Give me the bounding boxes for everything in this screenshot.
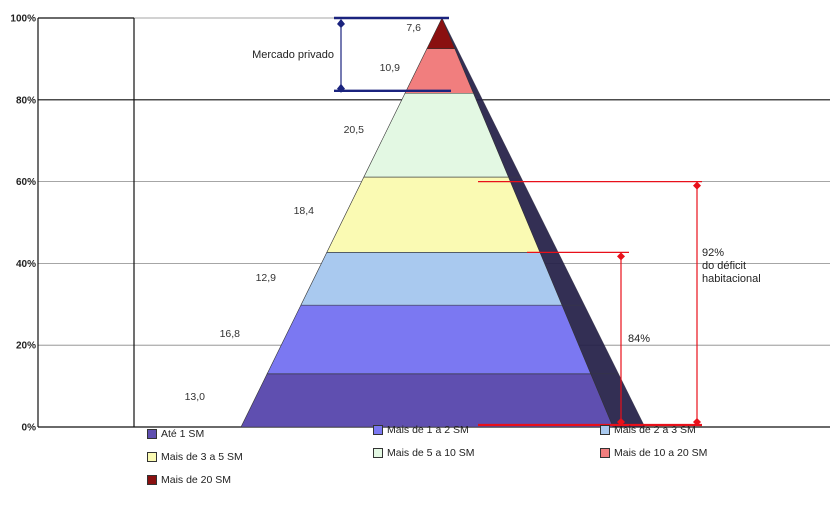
annotation-92-line: habitacional	[702, 273, 761, 285]
value-label: 20,5	[344, 124, 365, 136]
pyramid-band	[300, 252, 563, 306]
arrowhead	[693, 418, 701, 426]
value-label: 16,8	[220, 328, 241, 340]
pyramid-band	[240, 373, 614, 428]
annotation-mercado-privado: Mercado privado	[252, 49, 334, 61]
arrowhead	[693, 181, 701, 190]
value-label: 7,6	[406, 22, 421, 34]
arrowhead	[337, 83, 345, 93]
value-labels: 13,0 16,8 12,9 18,4 20,5 10,9 7,6	[185, 22, 422, 403]
y-tick-label: 100%	[10, 14, 36, 25]
y-tick-label: 40%	[16, 259, 36, 270]
pyramid-band	[426, 17, 456, 49]
y-axis-tick-labels: 0% 20% 40% 60% 80% 100%	[10, 14, 36, 434]
arrowhead	[337, 19, 345, 28]
annotations: Mercado privado 92%do déficithabitacional…	[252, 16, 761, 427]
y-tick-label: 0%	[22, 423, 37, 434]
pyramid-band	[326, 176, 541, 253]
annotation-92-line: 92%	[702, 247, 724, 259]
arrowhead	[617, 252, 625, 261]
pyramid-bands	[240, 17, 646, 428]
pyramid-band	[404, 48, 474, 94]
y-tick-label: 60%	[16, 177, 36, 188]
annotation-84: 84%	[628, 333, 650, 345]
value-label: 13,0	[185, 391, 206, 403]
annotation-92-line: do déficit	[702, 260, 746, 272]
value-label: 18,4	[294, 205, 315, 217]
pyramid-band	[266, 304, 592, 375]
value-label: 12,9	[256, 272, 277, 284]
arrowhead	[617, 418, 625, 426]
y-tick-label: 20%	[16, 341, 36, 352]
pyramid-band	[363, 92, 509, 178]
value-label: 10,9	[380, 62, 401, 74]
y-tick-label: 80%	[16, 95, 36, 106]
